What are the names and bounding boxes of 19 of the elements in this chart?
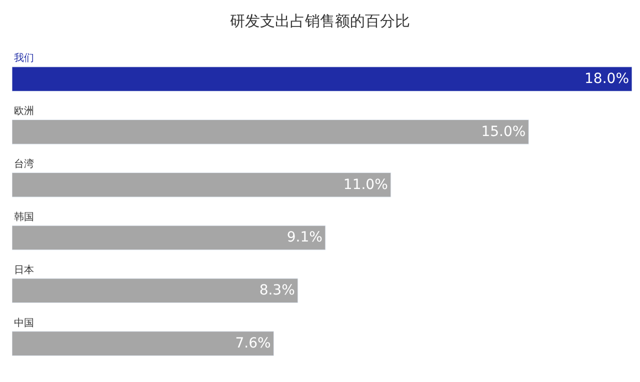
bar bbox=[12, 278, 298, 304]
bar bbox=[12, 66, 632, 92]
bar bbox=[12, 120, 529, 144]
y-tick-label: 欧洲 bbox=[14, 105, 34, 117]
data-label: 18.0% bbox=[584, 71, 629, 88]
data-label: 7.6% bbox=[235, 336, 271, 352]
bar bbox=[12, 172, 392, 198]
bar bbox=[12, 331, 274, 356]
chart-title: 研发支出占销售额的百分比 bbox=[230, 12, 410, 30]
y-tick-label: 日本 bbox=[14, 264, 34, 276]
y-tick-label: 中国 bbox=[14, 317, 34, 329]
bar bbox=[12, 225, 326, 250]
data-label: 11.0% bbox=[343, 176, 388, 193]
data-label: 8.3% bbox=[259, 282, 295, 299]
y-tick-label: 台湾 bbox=[14, 158, 34, 170]
data-label: 15.0% bbox=[481, 124, 526, 140]
data-label: 9.1% bbox=[286, 230, 322, 246]
y-tick-label: 我们 bbox=[14, 52, 34, 64]
y-tick-label: 韩国 bbox=[14, 211, 34, 223]
